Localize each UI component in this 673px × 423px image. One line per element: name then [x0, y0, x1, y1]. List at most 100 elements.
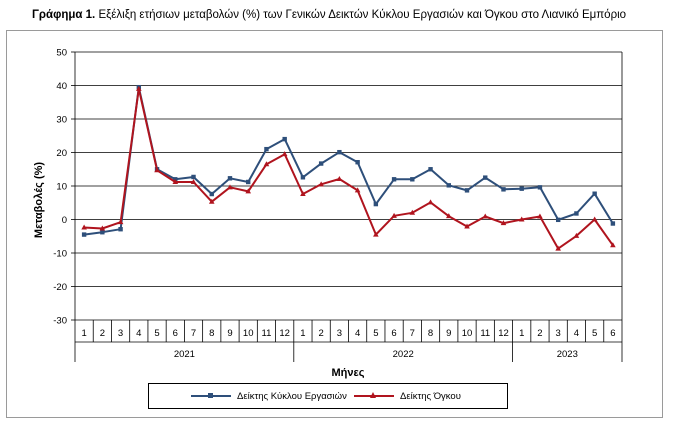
x-tick-label: 1: [519, 328, 524, 339]
data-point: [373, 231, 379, 237]
x-tick-label: 4: [574, 328, 579, 339]
legend-swatch-turnover: [191, 393, 231, 398]
x-tick-label: 10: [462, 328, 473, 339]
data-point: [501, 187, 506, 192]
data-point: [337, 149, 342, 155]
x-tick-label: 1: [300, 328, 305, 339]
chart-frame: [6, 30, 663, 418]
data-point: [427, 199, 434, 205]
x-tick-label: 7: [191, 328, 196, 339]
y-tick-label: -10: [53, 249, 67, 260]
data-point: [373, 201, 379, 207]
data-point: [264, 146, 269, 152]
x-tick-label: 9: [227, 328, 232, 339]
x-tick-label: 2: [537, 328, 542, 339]
x-tick-label: 12: [498, 328, 509, 339]
data-point: [518, 216, 525, 222]
data-point: [482, 213, 489, 219]
x-tick-label: 9: [446, 328, 451, 339]
x-tick-label: 3: [337, 328, 342, 339]
data-point: [81, 224, 87, 230]
series-line: [83, 86, 614, 236]
data-point: [500, 220, 507, 226]
y-axis-label: Μεταβολές (%): [33, 162, 45, 238]
data-point: [282, 136, 287, 142]
data-point: [446, 183, 451, 188]
data-point: [118, 227, 123, 232]
y-tick-label: 10: [56, 182, 67, 193]
legend-marker-square: [208, 393, 213, 398]
y-tick-label: 40: [56, 81, 67, 92]
data-point: [591, 216, 598, 222]
data-point: [537, 213, 543, 219]
x-tick-label: 5: [592, 328, 597, 339]
data-point: [172, 178, 179, 184]
data-point: [300, 191, 306, 197]
data-point: [209, 191, 214, 197]
data-point: [391, 177, 397, 182]
legend-label-volume: Δείκτης Όγκου: [400, 390, 461, 402]
legend-item-turnover: Δείκτης Κύκλου Εργασιών: [191, 384, 347, 408]
y-tick-label: 50: [56, 48, 67, 59]
data-point: [391, 212, 397, 218]
series-line: [84, 87, 614, 250]
x-tick-label: 3: [118, 328, 123, 339]
data-point: [410, 177, 415, 182]
x-tick-label: 5: [154, 328, 159, 339]
data-point: [191, 174, 196, 180]
data-point: [245, 188, 252, 194]
data-point: [136, 85, 142, 91]
data-point: [445, 213, 452, 219]
x-tick-label: 6: [173, 328, 178, 339]
y-tick-label: -30: [53, 316, 67, 327]
data-point: [555, 217, 561, 223]
x-tick-label: 4: [355, 328, 360, 339]
data-point: [117, 219, 124, 225]
data-point: [336, 175, 343, 181]
series-1: [81, 85, 616, 251]
y-tick-label: 0: [62, 215, 67, 226]
x-tick-label: 2: [100, 328, 105, 339]
x-tick-label: 8: [209, 328, 214, 339]
x-axis: 1 2 3 4 5 6 7 8 9 10 11 12 1 2 3 4 5 6 7 8 9 10 11 12 1 2 3 4 5 62021…: [74, 320, 623, 362]
data-point: [555, 245, 561, 251]
year-label: 2023: [557, 349, 578, 360]
chart-title-bold: Γράφημα 1.: [32, 9, 96, 21]
data-point: [519, 186, 524, 191]
series-group: [81, 84, 616, 251]
data-point: [610, 242, 616, 248]
data-point: [573, 232, 580, 238]
year-label: 2021: [174, 349, 195, 360]
year-label: 2022: [393, 349, 414, 360]
x-tick-label: 7: [410, 328, 415, 339]
data-point: [208, 198, 215, 204]
data-point: [409, 209, 416, 215]
data-point: [537, 185, 543, 190]
legend-item-volume: Δείκτης Όγκου: [354, 384, 461, 408]
legend-label-turnover: Δείκτης Κύκλου Εργασιών: [237, 390, 347, 402]
x-tick-label: 6: [610, 328, 615, 339]
y-tick-label: 30: [56, 115, 67, 126]
data-point: [227, 184, 233, 190]
data-point: [318, 161, 324, 166]
x-tick-label: 8: [428, 328, 433, 339]
data-point: [154, 167, 160, 173]
x-tick-label: 11: [480, 328, 490, 339]
data-point: [263, 161, 270, 167]
data-point: [281, 151, 288, 157]
data-point: [574, 211, 579, 216]
x-tick-label: 1: [81, 328, 86, 339]
chart-title-text: Εξέλιξη ετήσιων μεταβολών (%) των Γενικώ…: [95, 9, 627, 21]
data-point: [99, 225, 106, 231]
x-tick-label: 10: [243, 328, 254, 339]
y-axis-ticks: -30 -20 -10 0 10 20 30 40 50: [53, 48, 75, 327]
x-tick-label: 4: [136, 328, 141, 339]
x-tick-label: 2: [319, 328, 324, 339]
data-point: [227, 176, 233, 181]
data-point: [610, 221, 616, 226]
chart-title: Γράφημα 1. Εξέλιξη ετήσιων μεταβολών (%)…: [32, 9, 626, 21]
x-axis-label: Μήνες: [332, 367, 365, 379]
x-tick-label: 11: [262, 328, 272, 339]
y-tick-label: 20: [56, 148, 67, 159]
